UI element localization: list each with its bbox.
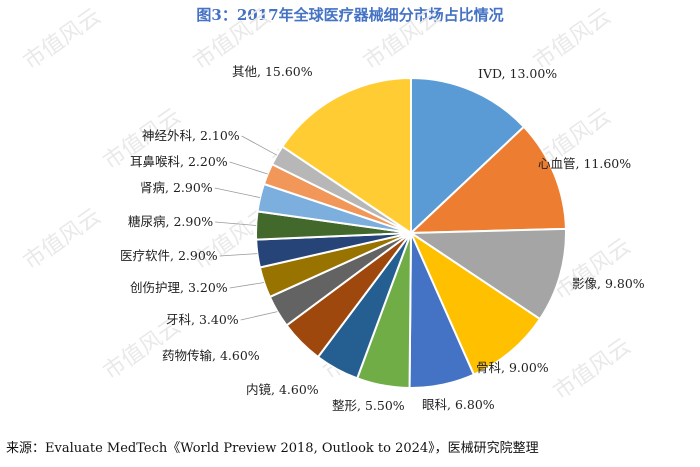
- slice-label: 眼科, 6.80%: [422, 397, 495, 412]
- slice-labels: IVD, 13.00% 心血管, 11.60% 影像, 9.80% 骨科, 9.00%…: [120, 64, 645, 413]
- slice-label: 药物传输, 4.60%: [162, 348, 260, 363]
- leader-line: [214, 187, 261, 198]
- watermark-text: 市值风云: [529, 4, 615, 75]
- pie-slice: [410, 76, 526, 236]
- leader-line: [229, 161, 268, 175]
- watermark-text: 市值风云: [19, 4, 105, 75]
- watermark-text: 市值风云: [549, 334, 635, 405]
- slice-label: 耳鼻喉科, 2.20%: [130, 154, 228, 169]
- slice-label: 糖尿病, 2.90%: [128, 214, 213, 229]
- watermark-text: 市值风云: [19, 204, 105, 275]
- slice-label: 骨科, 9.00%: [476, 360, 549, 375]
- leader-line: [215, 221, 257, 226]
- slice-label: 整形, 5.50%: [332, 398, 405, 413]
- slice-label: 影像, 9.80%: [572, 276, 645, 291]
- leader-line: [229, 282, 265, 289]
- watermark-text: 市值风云: [359, 4, 445, 75]
- slice-label: 创伤护理, 3.20%: [130, 280, 228, 295]
- slice-label: 神经外科, 2.10%: [142, 128, 240, 143]
- pie-slice: [408, 125, 567, 235]
- slice-label: IVD, 13.00%: [478, 66, 557, 81]
- pie-slice: [280, 76, 412, 235]
- pie-slices: [255, 76, 567, 389]
- slice-label: 心血管, 11.60%: [538, 156, 631, 171]
- leader-line: [219, 253, 258, 257]
- leader-line: [241, 135, 278, 156]
- chart-title: 图3：2017年全球医疗器械细分市场占比情况: [196, 6, 504, 24]
- slice-label: 其他, 15.60%: [232, 64, 313, 79]
- slice-label: 肾病, 2.90%: [140, 180, 213, 195]
- pie-slice: [408, 230, 542, 377]
- leader-line: [240, 311, 278, 321]
- leader-lines: [214, 135, 278, 321]
- slice-label: 牙科, 3.40%: [166, 312, 239, 327]
- slice-label: 医疗软件, 2.90%: [120, 248, 218, 263]
- source-note: 来源：Evaluate MedTech《World Preview 2018, …: [6, 441, 539, 456]
- slice-label: 内镜, 4.60%: [246, 382, 319, 397]
- pie-slice: [407, 227, 567, 321]
